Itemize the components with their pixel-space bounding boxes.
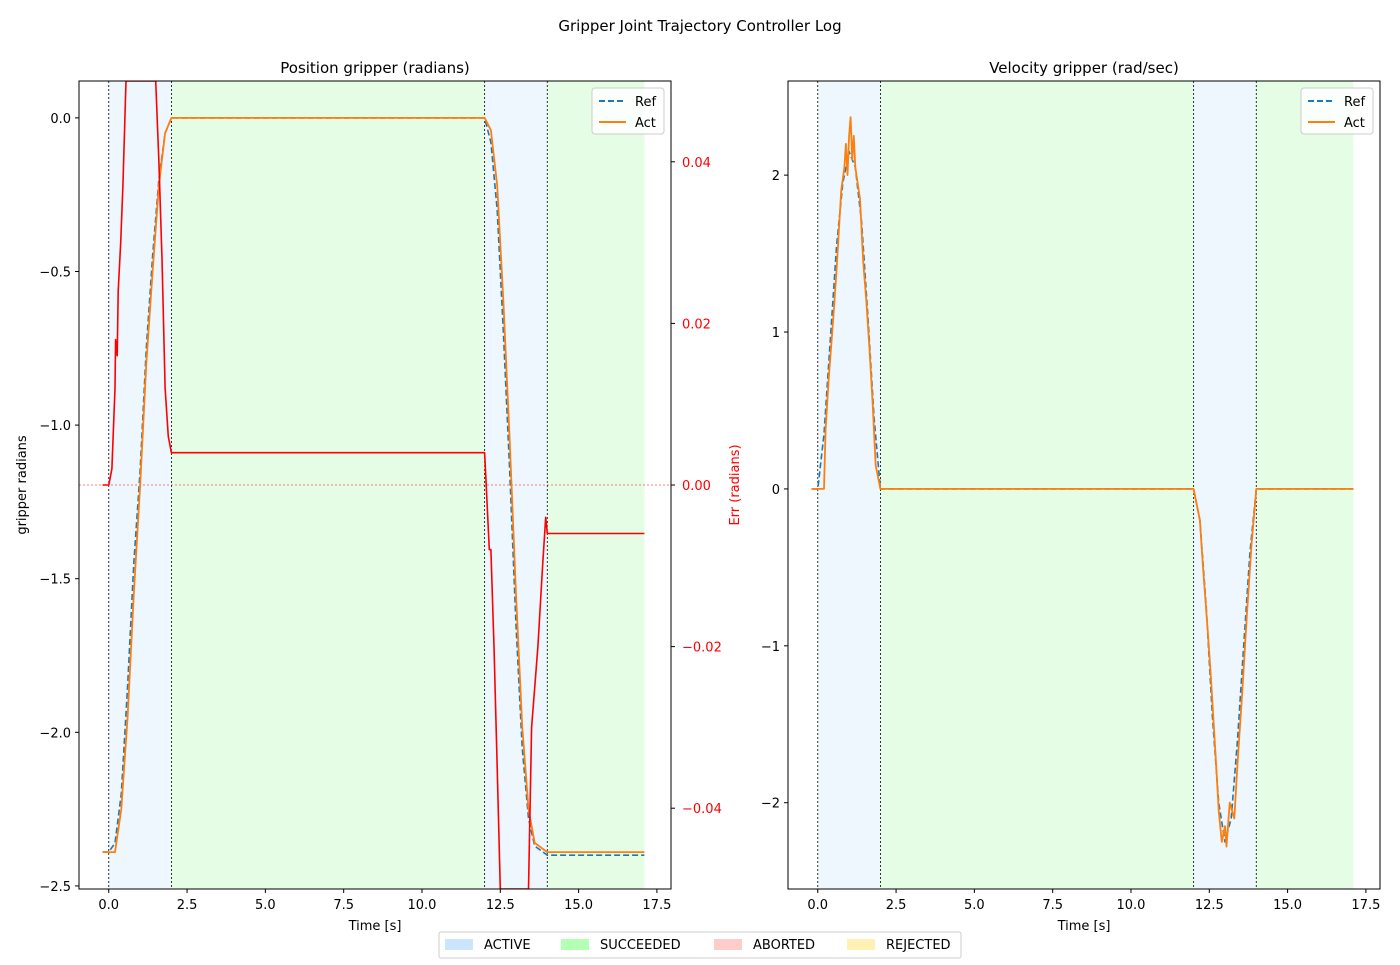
legend-swatch-active <box>445 939 473 950</box>
plot-frame <box>787 80 1381 890</box>
y-tick-label: −2.0 <box>39 726 71 741</box>
y-tick-label: −1 <box>761 640 780 655</box>
series-act-line <box>811 116 1354 848</box>
status-span-succeeded <box>880 81 1194 889</box>
x-tick-label: 7.5 <box>333 898 354 913</box>
legend-label-aborted: ABORTED <box>753 938 815 953</box>
x-tick-label: 10.0 <box>408 898 437 913</box>
legend-swatch-succeeded <box>561 939 589 950</box>
y-tick-label: 0 <box>772 483 780 498</box>
status-span-succeeded <box>1256 81 1354 889</box>
legend-label-ref: Ref <box>635 95 656 110</box>
x-tick-label: 5.0 <box>255 898 276 913</box>
y-axis-label: gripper radians <box>15 435 30 535</box>
x-tick-label: 0.0 <box>98 898 119 913</box>
y-tick-label: 1 <box>772 326 780 341</box>
y2-tick-label: 0.00 <box>682 479 711 494</box>
y-tick-label: −0.5 <box>39 265 71 280</box>
legend-label-act: Act <box>1344 116 1365 131</box>
status-legend-frame <box>438 931 962 959</box>
series-err-line <box>102 81 645 889</box>
legend-label-act: Act <box>635 116 656 131</box>
figure-title: Gripper Joint Trajectory Controller Log <box>558 17 841 35</box>
legend-label-ref: Ref <box>1344 95 1365 110</box>
legend-swatch-rejected <box>847 939 875 950</box>
chart-title: Velocity gripper (rad/sec) <box>989 59 1179 77</box>
y-tick-label: 0.0 <box>50 112 71 127</box>
velocity-chart: 0.0 2.5 5.0 7.5 10.0 12.5 15.0 17.5 2 1 0 −1 −2 Veloc… <box>761 59 1381 934</box>
y-tick-label: −1.5 <box>39 573 71 588</box>
x-tick-label: 2.5 <box>177 898 198 913</box>
y-tick-label: −2.5 <box>39 880 71 895</box>
x-tick-label: 12.5 <box>1195 898 1224 913</box>
y2-tick-label: 0.04 <box>682 156 711 171</box>
y2-tick-label: −0.02 <box>682 641 722 656</box>
x-tick-label: 7.5 <box>1042 898 1063 913</box>
series-ref-line <box>102 117 645 856</box>
y-tick-label: 2 <box>772 169 780 184</box>
status-span-active <box>817 81 881 889</box>
x-tick-label: 0.0 <box>807 898 828 913</box>
x-tick-label: 17.5 <box>642 898 671 913</box>
x-tick-label: 15.0 <box>564 898 593 913</box>
x-tick-label: 10.0 <box>1117 898 1146 913</box>
y2-axis-label: Err (radians) <box>728 444 743 525</box>
y2-tick-label: 0.02 <box>682 317 711 332</box>
x-tick-label: 17.5 <box>1351 898 1380 913</box>
x-tick-label: 5.0 <box>964 898 985 913</box>
y-tick-label: −1.0 <box>39 419 71 434</box>
legend-label-active: ACTIVE <box>484 938 531 953</box>
x-axis-label: Time [s] <box>1057 919 1111 934</box>
status-legend: ACTIVE SUCCEEDED ABORTED REJECTED <box>438 931 962 959</box>
x-tick-label: 2.5 <box>886 898 907 913</box>
legend-label-succeeded: SUCCEEDED <box>600 938 681 953</box>
x-tick-label: 12.5 <box>486 898 515 913</box>
status-span-active <box>1193 81 1257 889</box>
y2-tick-label: −0.04 <box>682 802 722 817</box>
chart-title: Position gripper (radians) <box>280 59 470 77</box>
x-tick-label: 15.0 <box>1273 898 1302 913</box>
y-tick-label: −2 <box>761 797 780 812</box>
legend-swatch-aborted <box>714 939 742 950</box>
x-axis-label: Time [s] <box>348 919 402 934</box>
legend-label-rejected: REJECTED <box>886 938 951 953</box>
series-act-line <box>102 117 645 853</box>
position-chart: 0.0 2.5 5.0 7.5 10.0 12.5 15.0 17.5 0.0 −0.5 −1.0 −… <box>15 59 743 934</box>
